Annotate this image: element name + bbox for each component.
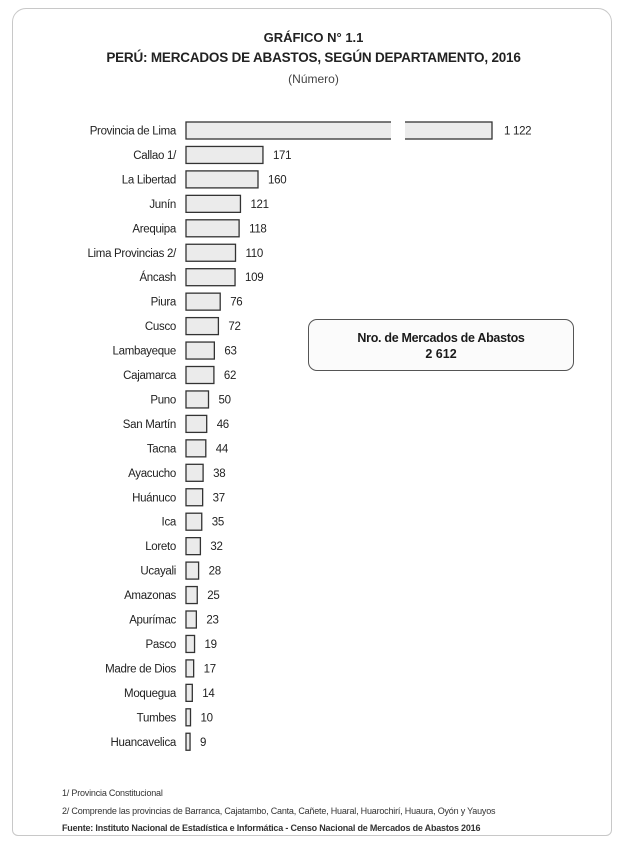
value-label: 118 bbox=[249, 223, 266, 235]
value-label: 76 bbox=[230, 297, 242, 309]
bar bbox=[185, 683, 193, 702]
value-label: 109 bbox=[245, 272, 263, 284]
value-label: 72 bbox=[228, 321, 240, 333]
bar bbox=[185, 292, 221, 311]
total-markets-value: 2 612 bbox=[425, 347, 457, 361]
category-label: Cajamarca bbox=[123, 370, 177, 382]
value-label: 17 bbox=[204, 663, 216, 675]
value-label: 32 bbox=[210, 541, 222, 553]
category-label: Apurímac bbox=[129, 615, 176, 627]
category-label: Cusco bbox=[145, 321, 176, 333]
category-label: Arequipa bbox=[132, 223, 177, 235]
footnote-1: 1/ Provincia Constitucional bbox=[62, 788, 163, 798]
value-label: 23 bbox=[206, 615, 218, 627]
source-note: Fuente: Instituto Nacional de Estadístic… bbox=[62, 823, 481, 833]
category-label: Loreto bbox=[145, 541, 176, 553]
bar bbox=[185, 145, 264, 165]
bar bbox=[185, 634, 196, 654]
category-label: Huancavelica bbox=[111, 737, 177, 749]
value-label: 62 bbox=[224, 370, 236, 382]
chart-frame bbox=[12, 8, 612, 836]
category-label: Tumbes bbox=[137, 712, 177, 724]
axis-break-mark bbox=[391, 121, 405, 140]
bar bbox=[185, 561, 200, 580]
bar bbox=[185, 537, 202, 556]
bar bbox=[185, 316, 220, 336]
category-label: Tacna bbox=[147, 443, 177, 455]
value-label: 35 bbox=[212, 517, 224, 529]
category-label: Ica bbox=[162, 517, 177, 529]
bar bbox=[185, 732, 191, 751]
category-label: Huánuco bbox=[132, 492, 176, 504]
value-label: 171 bbox=[273, 150, 291, 162]
total-markets-label: Nro. de Mercados de Abastos bbox=[357, 331, 525, 345]
bar bbox=[185, 659, 195, 678]
bar bbox=[185, 268, 236, 287]
category-label: Moquegua bbox=[124, 688, 177, 700]
bar bbox=[185, 463, 204, 482]
value-label: 10 bbox=[201, 712, 213, 724]
bar bbox=[185, 512, 203, 531]
bar bbox=[185, 365, 215, 385]
bar bbox=[185, 610, 198, 629]
value-label: 121 bbox=[250, 199, 268, 211]
category-label: Ayacucho bbox=[128, 468, 176, 480]
bar bbox=[185, 243, 237, 262]
bar bbox=[185, 121, 493, 140]
value-label: 160 bbox=[268, 174, 286, 186]
category-label: San Martín bbox=[123, 419, 176, 431]
value-label: 1 122 bbox=[504, 126, 531, 138]
bar bbox=[185, 341, 216, 360]
bar bbox=[185, 585, 198, 605]
category-label: Callao 1/ bbox=[133, 150, 177, 162]
bar bbox=[185, 414, 208, 434]
value-label: 14 bbox=[202, 688, 215, 700]
category-label: Provincia de Lima bbox=[90, 126, 177, 138]
category-label: Áncash bbox=[139, 271, 176, 284]
bar bbox=[185, 488, 204, 507]
bar bbox=[185, 219, 240, 238]
category-label: Junín bbox=[149, 199, 176, 211]
category-label: Ucayali bbox=[140, 566, 176, 578]
category-label: Madre de Dios bbox=[105, 663, 176, 675]
value-label: 46 bbox=[217, 419, 229, 431]
value-label: 19 bbox=[205, 639, 217, 651]
category-label: Pasco bbox=[146, 639, 176, 651]
chart-title: GRÁFICO N° 1.1 bbox=[263, 30, 364, 45]
category-label: La Libertad bbox=[122, 174, 176, 186]
value-label: 9 bbox=[200, 737, 206, 749]
value-label: 25 bbox=[207, 590, 219, 602]
value-label: 110 bbox=[246, 248, 263, 260]
footnote-2: 2/ Comprende las provincias de Barranca,… bbox=[62, 806, 496, 816]
category-label: Amazonas bbox=[124, 590, 176, 602]
bar bbox=[185, 439, 207, 458]
bar bbox=[185, 390, 210, 409]
value-label: 37 bbox=[213, 492, 225, 504]
chart-subtitle: PERÚ: MERCADOS DE ABASTOS, SEGÚN DEPARTA… bbox=[106, 50, 521, 65]
value-label: 38 bbox=[213, 468, 225, 480]
category-label: Lambayeque bbox=[113, 346, 177, 358]
bar bbox=[185, 170, 259, 189]
value-label: 28 bbox=[209, 566, 221, 578]
bar bbox=[185, 708, 192, 727]
total-markets-box: Nro. de Mercados de Abastos 2 612 bbox=[308, 319, 574, 371]
category-label: Puno bbox=[150, 394, 176, 406]
chart-unit: (Número) bbox=[288, 72, 339, 86]
value-label: 44 bbox=[216, 443, 229, 455]
bar bbox=[185, 194, 242, 214]
value-label: 50 bbox=[219, 394, 231, 406]
category-label: Piura bbox=[151, 297, 177, 309]
category-label: Lima Provincias 2/ bbox=[87, 248, 177, 260]
value-label: 63 bbox=[224, 346, 236, 358]
